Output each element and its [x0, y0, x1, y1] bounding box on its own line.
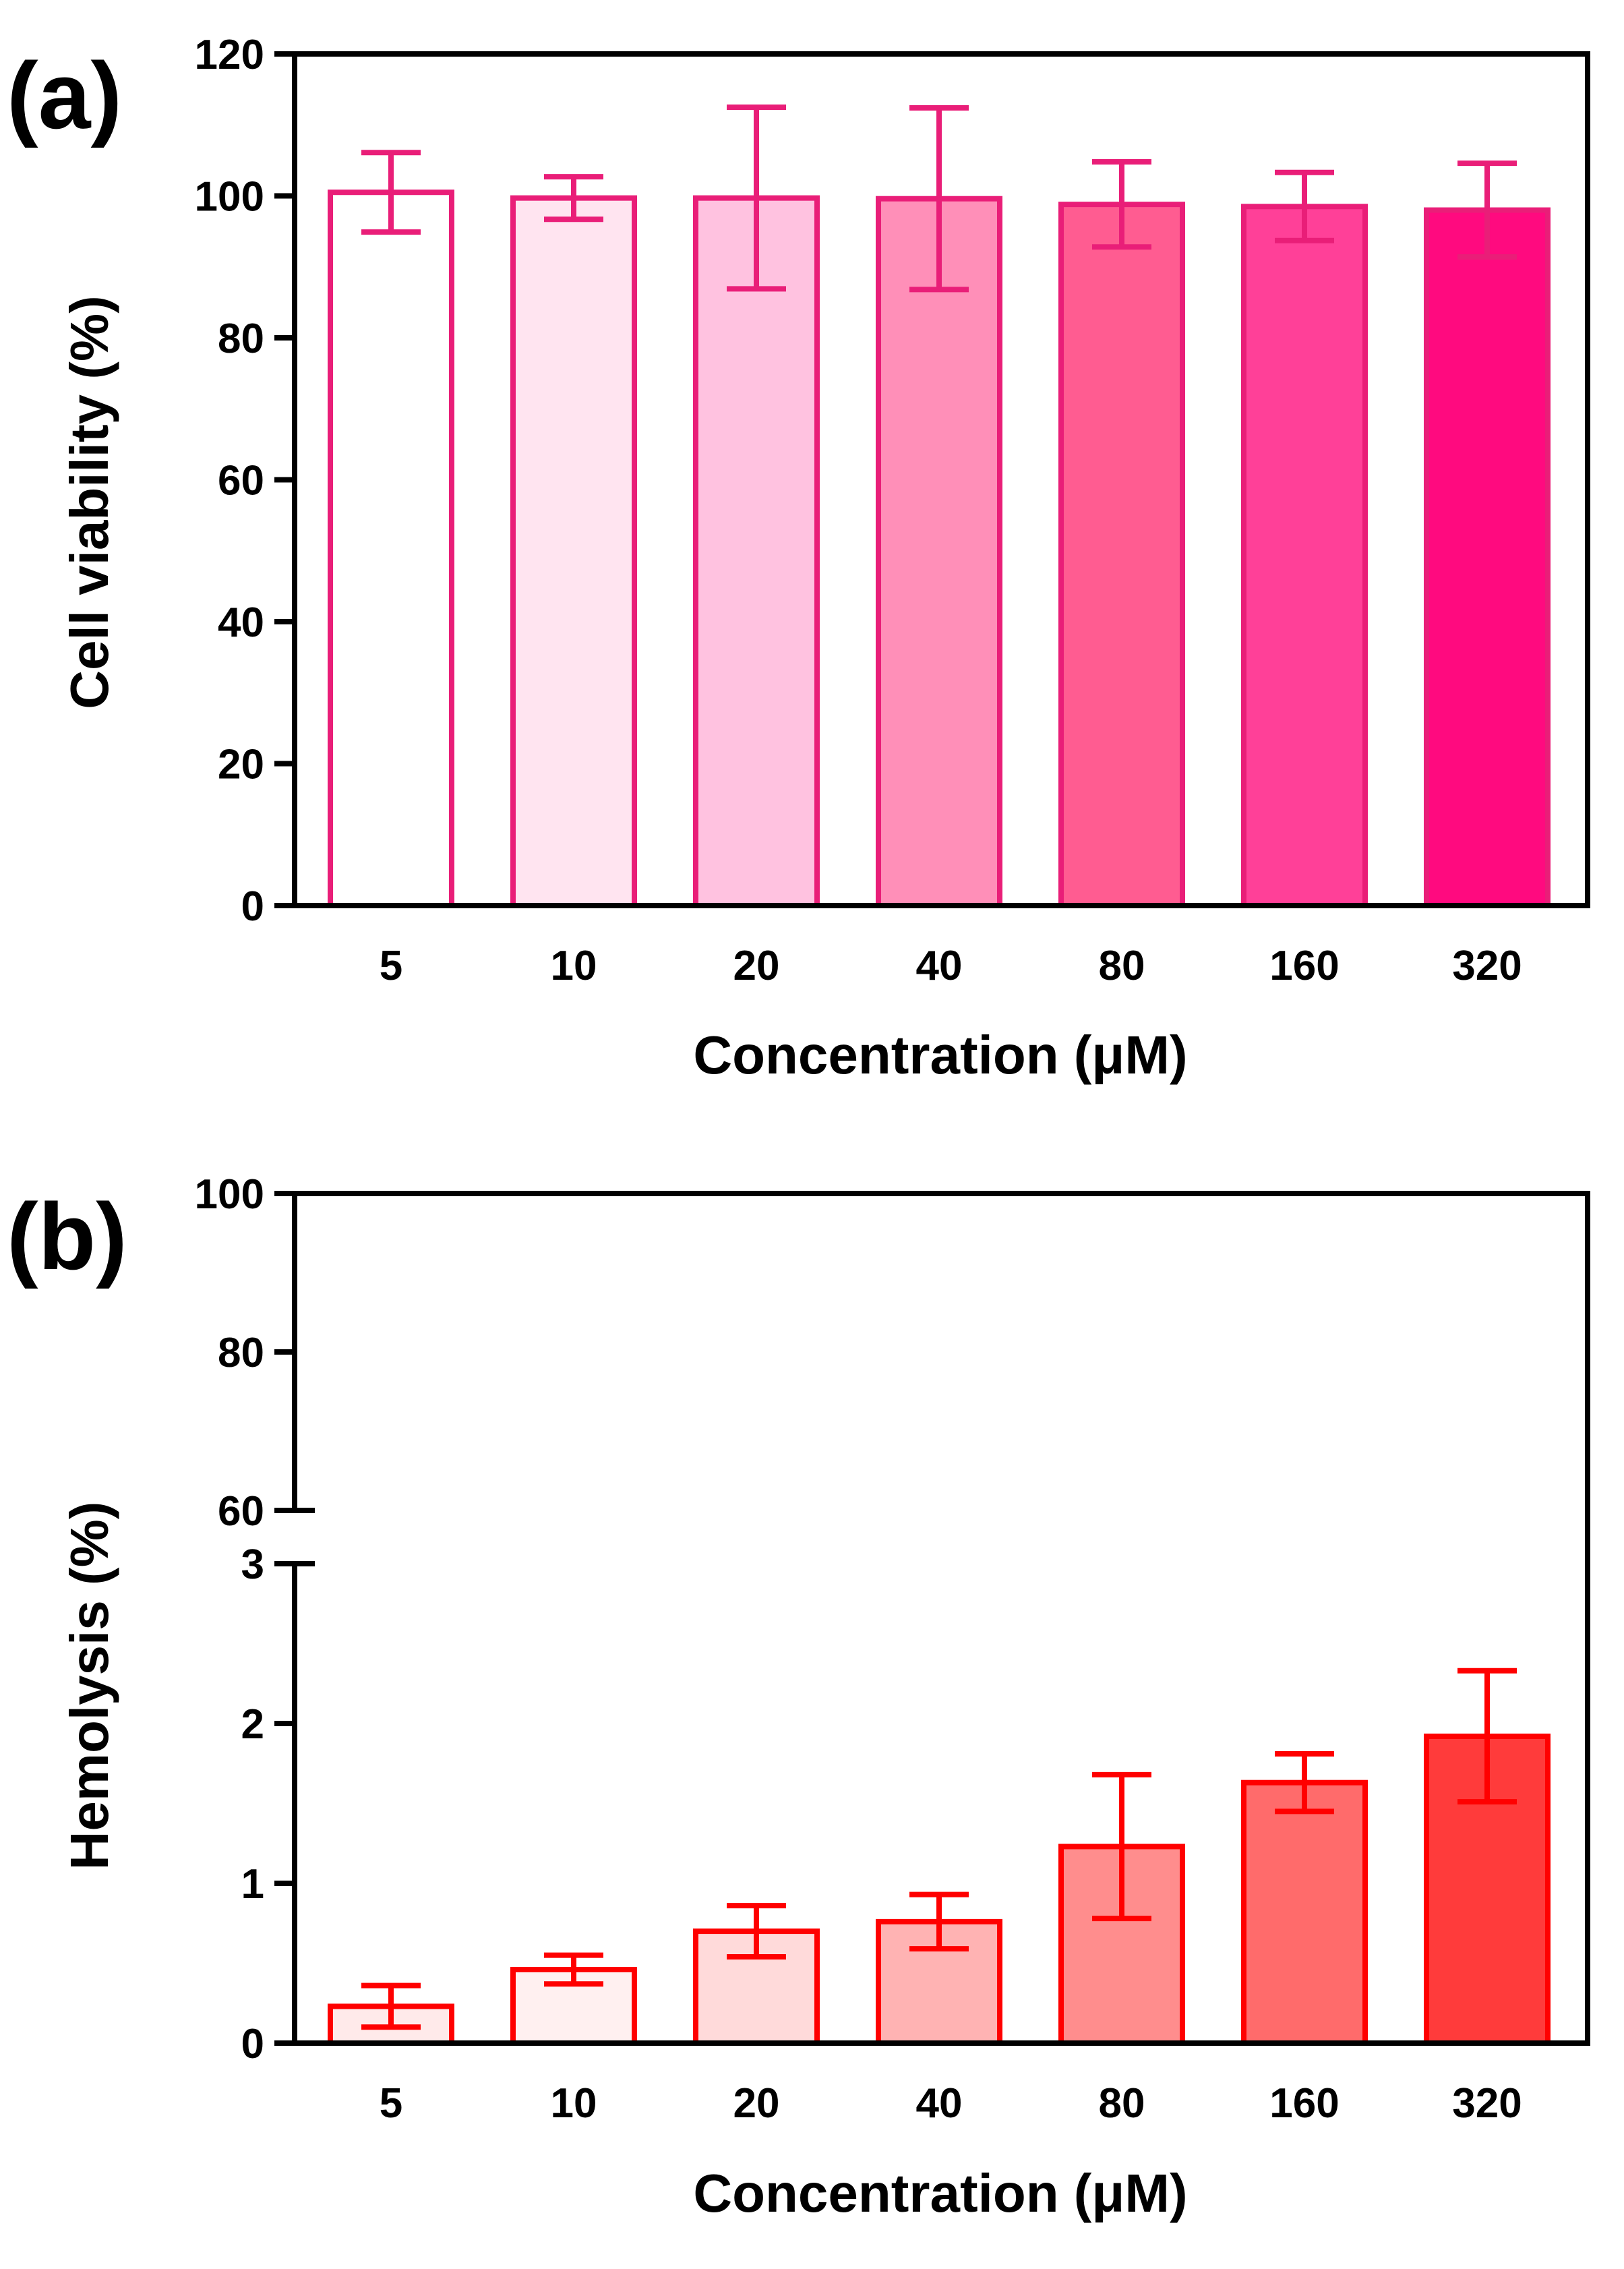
bar-a-80 [1058, 202, 1185, 908]
error-bar-b-20 [727, 1903, 786, 1960]
bar-a-10 [510, 195, 637, 909]
x-tick-label-b-20: 20 [733, 2080, 780, 2127]
x-tick-label-b-80: 80 [1099, 2080, 1145, 2127]
panel-a-x-axis-title: Concentration (μM) [693, 1025, 1187, 1085]
error-bar-a-20 [727, 104, 786, 292]
panel-a-cell-viability: (a) Cell viability (%) Concentration (μM… [7, 32, 1590, 1085]
error-bar-a-10 [544, 174, 603, 223]
y-tick-label-a-20: 20 [218, 742, 264, 788]
y-tick-label-b-80: 80 [218, 1330, 264, 1376]
bar-a-320 [1424, 207, 1551, 908]
x-tick-label-a-40: 40 [916, 943, 963, 989]
panel-b-axes: 5 10 20 40 80 160 320 60 80 100 0 1 2 3 [195, 1171, 1590, 2127]
panel-b-x-axis-title: Concentration (μM) [693, 2163, 1187, 2223]
bar-a-20 [693, 195, 820, 909]
error-bar-b-40 [909, 1891, 969, 1952]
bar-a-5 [328, 189, 454, 908]
error-bar-a-80 [1092, 158, 1151, 250]
error-bar-b-80 [1092, 1771, 1151, 1922]
x-tick-label-b-40: 40 [916, 2080, 963, 2127]
x-tick-label-a-5: 5 [380, 943, 402, 989]
x-tick-label-a-320: 320 [1452, 943, 1522, 989]
y-tick-label-b-3: 3 [241, 1541, 264, 1588]
panel-a-axes: 5 10 20 40 80 160 320 0 20 40 60 80 100 120 [195, 32, 1590, 989]
error-bar-a-5 [361, 150, 421, 235]
x-tick-label-a-10: 10 [551, 943, 597, 989]
bar-b-160 [1241, 1779, 1368, 2046]
error-bar-b-10 [544, 1952, 603, 1987]
bar-a-160 [1241, 204, 1368, 909]
panel-a-bars [328, 104, 1551, 909]
x-tick-label-b-320: 320 [1452, 2080, 1522, 2127]
y-tick-label-a-120: 120 [195, 32, 264, 78]
y-tick-label-a-80: 80 [218, 316, 264, 362]
x-tick-label-a-20: 20 [733, 943, 780, 989]
y-tick-label-b-60: 60 [218, 1488, 264, 1535]
y-tick-label-b-1: 1 [241, 1861, 264, 1908]
y-tick-label-a-0: 0 [241, 883, 264, 930]
error-bar-a-40 [909, 105, 969, 293]
x-tick-label-b-5: 5 [380, 2080, 402, 2127]
x-tick-label-a-160: 160 [1269, 943, 1339, 989]
error-bar-a-160 [1275, 169, 1334, 243]
bar-a-40 [876, 196, 1002, 909]
panel-b-y-axis-title: Hemolysis (%) [59, 1502, 119, 1870]
panel-b-hemolysis: (b) Hemolysis (%) Concentration (μM) 5 10… [7, 1171, 1590, 2223]
y-tick-label-a-100: 100 [195, 174, 264, 220]
y-tick-label-b-0: 0 [241, 2021, 264, 2067]
error-bar-b-5 [361, 1982, 421, 2030]
y-tick-label-b-100: 100 [195, 1171, 264, 1218]
y-tick-label-a-60: 60 [218, 458, 264, 504]
error-bar-a-320 [1457, 160, 1517, 260]
x-tick-label-b-160: 160 [1269, 2080, 1339, 2127]
x-tick-label-b-10: 10 [551, 2080, 597, 2127]
y-tick-label-a-40: 40 [218, 599, 264, 646]
panel-b-bars [328, 1668, 1551, 2046]
error-bar-b-160 [1275, 1751, 1334, 1815]
error-bar-b-320 [1457, 1668, 1517, 1805]
panel-a-label: (a) [7, 42, 122, 148]
panel-b-label: (b) [7, 1183, 127, 1289]
y-tick-label-b-2: 2 [241, 1701, 264, 1748]
panel-a-y-axis-title: Cell viability (%) [59, 295, 119, 709]
x-tick-label-a-80: 80 [1099, 943, 1145, 989]
